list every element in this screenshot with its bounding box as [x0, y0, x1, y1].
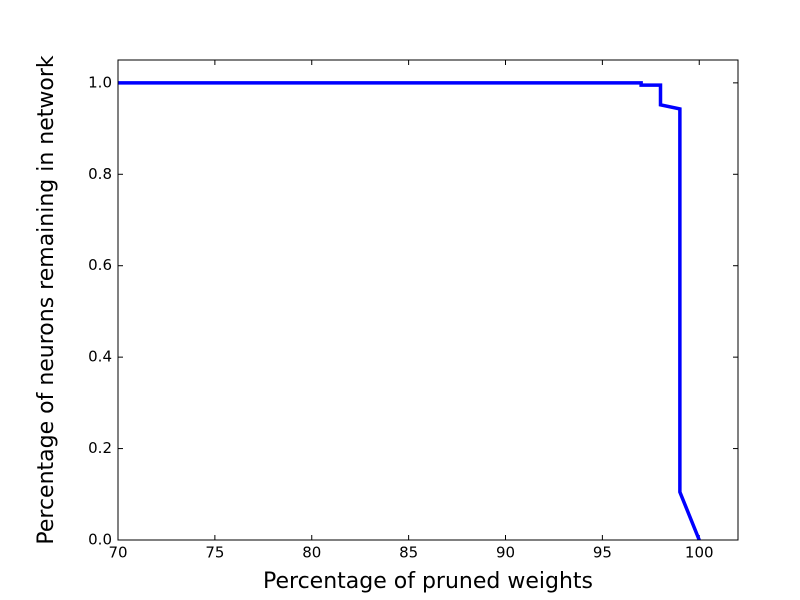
- x-axis-label: Percentage of pruned weights: [263, 569, 593, 594]
- x-tick-label: 95: [593, 544, 612, 562]
- y-axis-label: Percentage of neurons remaining in netwo…: [34, 55, 59, 545]
- y-tick-label: 0.2: [88, 439, 112, 457]
- x-tick-label: 80: [302, 544, 321, 562]
- x-tick-label: 90: [496, 544, 515, 562]
- x-tick-label: 85: [399, 544, 418, 562]
- x-tick-label: 100: [685, 544, 714, 562]
- y-tick-label: 0.4: [88, 348, 112, 366]
- y-tick-label: 0.0: [88, 531, 112, 549]
- y-tick-label: 0.6: [88, 256, 112, 274]
- plot-frame: [117, 59, 739, 541]
- y-tick-label: 0.8: [88, 165, 112, 183]
- y-tick-label: 1.0: [88, 73, 112, 91]
- x-tick-label: 75: [205, 544, 224, 562]
- data-line: [118, 81, 701, 541]
- x-tick-label: 70: [108, 544, 127, 562]
